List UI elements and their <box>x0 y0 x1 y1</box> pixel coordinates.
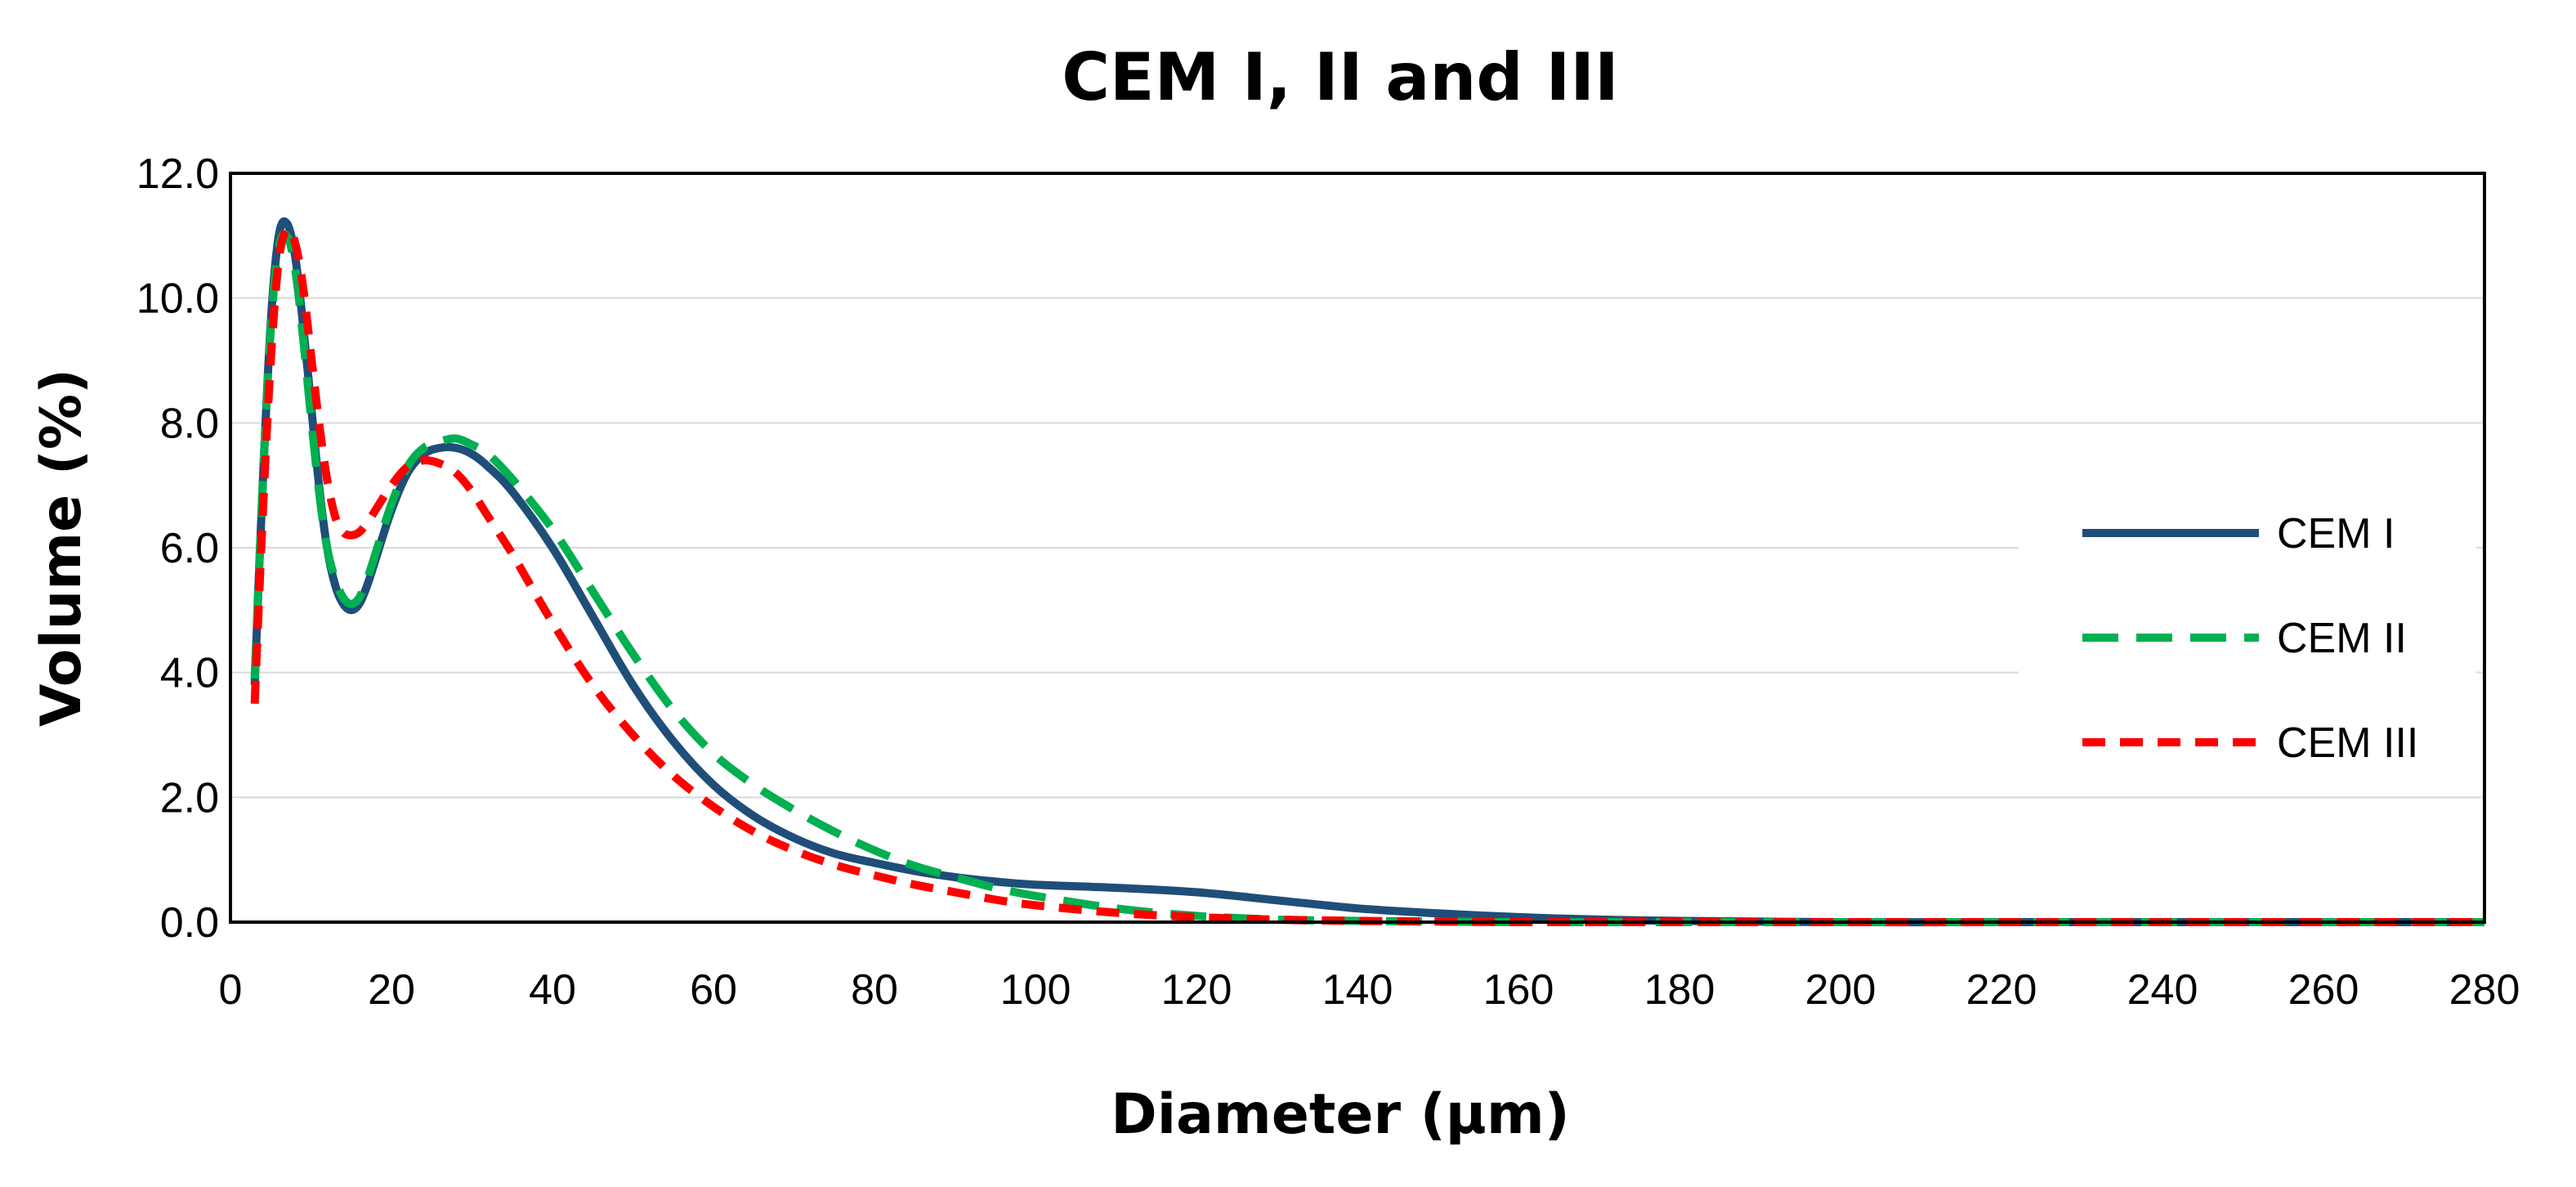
x-tick-label: 220 <box>1966 966 2037 1014</box>
x-tick-label: 240 <box>2127 966 2198 1014</box>
x-tick-label: 100 <box>1000 966 1071 1014</box>
x-axis-ticks: 0 20 40 60 80 100 120 140 160 180 200 220 240 260 280 <box>219 966 2520 1014</box>
y-tick-label: 12.0 <box>136 150 219 198</box>
x-tick-label: 20 <box>368 966 415 1014</box>
x-tick-label: 200 <box>1805 966 1876 1014</box>
legend: CEM I CEM II CEM III <box>2019 482 2476 793</box>
x-tick-label: 140 <box>1322 966 1393 1014</box>
x-tick-label: 180 <box>1644 966 1715 1014</box>
x-tick-label: 40 <box>529 966 576 1014</box>
x-tick-label: 0 <box>219 966 243 1014</box>
x-tick-label: 160 <box>1483 966 1554 1014</box>
y-axis-title: Volume (%) <box>29 369 94 727</box>
x-tick-label: 60 <box>690 966 737 1014</box>
y-tick-label: 8.0 <box>160 400 219 447</box>
y-axis-ticks: 0.0 2.0 4.0 6.0 8.0 10.0 12.0 <box>136 150 219 947</box>
x-tick-label: 120 <box>1161 966 1232 1014</box>
chart-title: CEM I, II and III <box>1062 39 1619 115</box>
y-tick-label: 4.0 <box>160 650 219 697</box>
x-tick-label: 280 <box>2449 966 2520 1014</box>
legend-label: CEM III <box>2277 719 2418 767</box>
y-tick-label: 0.0 <box>160 899 219 947</box>
series-line-cem-ii <box>250 230 2484 927</box>
x-tick-label: 80 <box>851 966 898 1014</box>
y-tick-label: 10.0 <box>136 275 219 323</box>
y-tick-label: 2.0 <box>160 774 219 822</box>
x-tick-label: 260 <box>2288 966 2359 1014</box>
legend-label: CEM I <box>2277 510 2395 558</box>
plot-frame <box>229 172 2486 924</box>
x-axis-title: Diameter (µm) <box>1111 1082 1570 1147</box>
y-tick-label: 6.0 <box>160 525 219 572</box>
legend-label: CEM II <box>2277 615 2407 662</box>
